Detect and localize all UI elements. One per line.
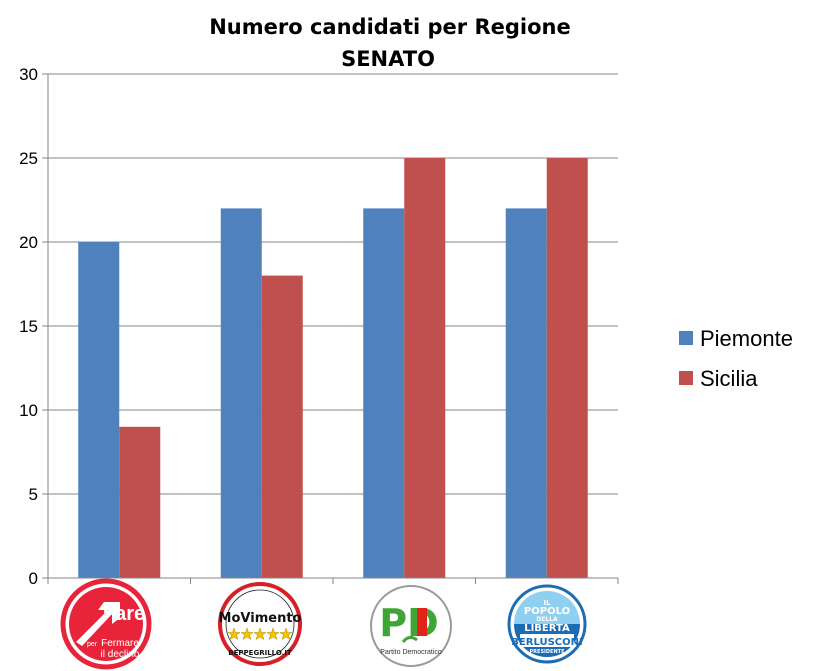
y-tick-label: 20 [19,233,38,252]
fare-logo-icon: Fare per Fermare il declino [60,578,152,670]
legend: Piemonte Sicilia [679,326,793,391]
movimento-logo-subtext: BEPPEGRILLO.IT [228,649,292,657]
pdl-logo-icon: IL POPOLO DELLA LIBERTA BERLUSCONI PRESI… [507,584,587,664]
bar-sicilia-3 [404,158,446,578]
pdl-logo-text-presidente: PRESIDENTE [530,649,566,655]
chart-title: Numero candidati per Regione [209,15,571,39]
bar-sicilia-4 [546,158,588,578]
bars [78,158,588,578]
y-tick-label: 25 [19,149,38,168]
legend-swatch-sicilia [679,371,693,385]
bar-sicilia-1 [119,426,161,578]
bar-piemonte-3 [363,208,405,578]
movimento-logo-text: MoVimento [219,611,302,626]
fare-logo-text-per: per [87,641,98,648]
y-axis-ticks: 0 5 10 15 20 25 30 [19,65,48,588]
bar-piemonte-4 [505,208,547,578]
bar-sicilia-2 [261,275,303,578]
pdl-logo-text-della: DELLA [536,616,558,623]
y-tick-label: 0 [29,569,38,588]
pdl-logo-text-berlusconi: BERLUSCONI [511,637,582,648]
pd-logo-icon: PD Partito Democratico [370,585,452,667]
chart-subtitle: SENATO [341,47,435,71]
y-tick-label: 15 [19,317,38,336]
legend-label-piemonte: Piemonte [700,326,793,351]
legend-swatch-piemonte [679,331,693,345]
fare-logo-text-declino: il declino [101,649,140,660]
fare-logo-text-fermare: Fermare [101,638,139,649]
y-tick-label: 30 [19,65,38,84]
y-tick-label: 10 [19,401,38,420]
pdl-logo-text-il: IL [543,599,551,607]
bar-piemonte-1 [78,242,120,578]
pdl-logo-text-liberta: LIBERTA [524,623,570,634]
y-tick-label: 5 [29,485,38,504]
pd-logo-subtext: Partito Democratico [380,649,442,656]
x-axis-ticks [47,578,619,584]
legend-label-sicilia: Sicilia [700,366,758,391]
bar-piemonte-2 [220,208,262,578]
pdl-logo-text-popolo: POPOLO [524,606,570,617]
fare-logo-text: Fare [103,603,145,625]
movimento-logo-icon: MoVimento BEPPEGRILLO.IT [218,582,302,666]
